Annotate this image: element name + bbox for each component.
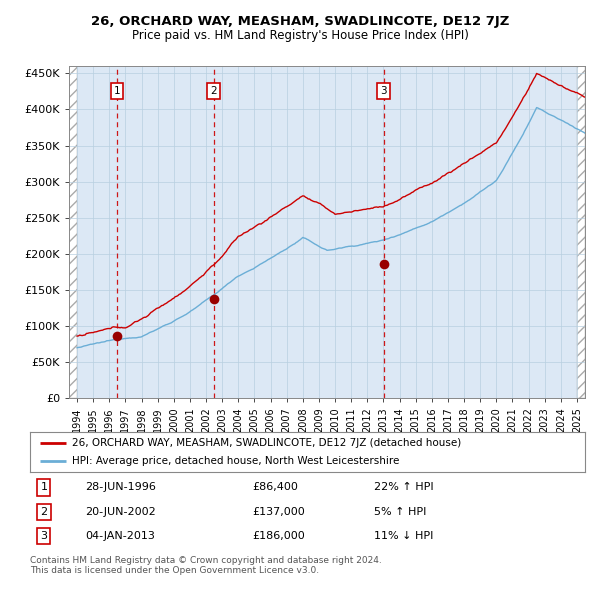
Text: 2: 2: [211, 86, 217, 96]
Text: Price paid vs. HM Land Registry's House Price Index (HPI): Price paid vs. HM Land Registry's House …: [131, 29, 469, 42]
Text: 04-JAN-2013: 04-JAN-2013: [86, 531, 155, 541]
Text: 5% ↑ HPI: 5% ↑ HPI: [374, 507, 427, 517]
Text: 28-JUN-1996: 28-JUN-1996: [86, 483, 157, 493]
Text: 22% ↑ HPI: 22% ↑ HPI: [374, 483, 434, 493]
Text: 3: 3: [380, 86, 387, 96]
Bar: [69, 66, 77, 398]
Text: HPI: Average price, detached house, North West Leicestershire: HPI: Average price, detached house, Nort…: [71, 456, 399, 466]
Text: Contains HM Land Registry data © Crown copyright and database right 2024.
This d: Contains HM Land Registry data © Crown c…: [30, 556, 382, 575]
Text: £186,000: £186,000: [252, 531, 305, 541]
Text: £86,400: £86,400: [252, 483, 298, 493]
Text: £137,000: £137,000: [252, 507, 305, 517]
Text: 3: 3: [40, 531, 47, 541]
Text: 1: 1: [114, 86, 121, 96]
Text: 1: 1: [40, 483, 47, 493]
Text: 11% ↓ HPI: 11% ↓ HPI: [374, 531, 433, 541]
Bar: [577, 66, 585, 398]
Text: 26, ORCHARD WAY, MEASHAM, SWADLINCOTE, DE12 7JZ (detached house): 26, ORCHARD WAY, MEASHAM, SWADLINCOTE, D…: [71, 438, 461, 448]
Text: 20-JUN-2002: 20-JUN-2002: [86, 507, 156, 517]
Text: 2: 2: [40, 507, 47, 517]
Text: 26, ORCHARD WAY, MEASHAM, SWADLINCOTE, DE12 7JZ: 26, ORCHARD WAY, MEASHAM, SWADLINCOTE, D…: [91, 15, 509, 28]
